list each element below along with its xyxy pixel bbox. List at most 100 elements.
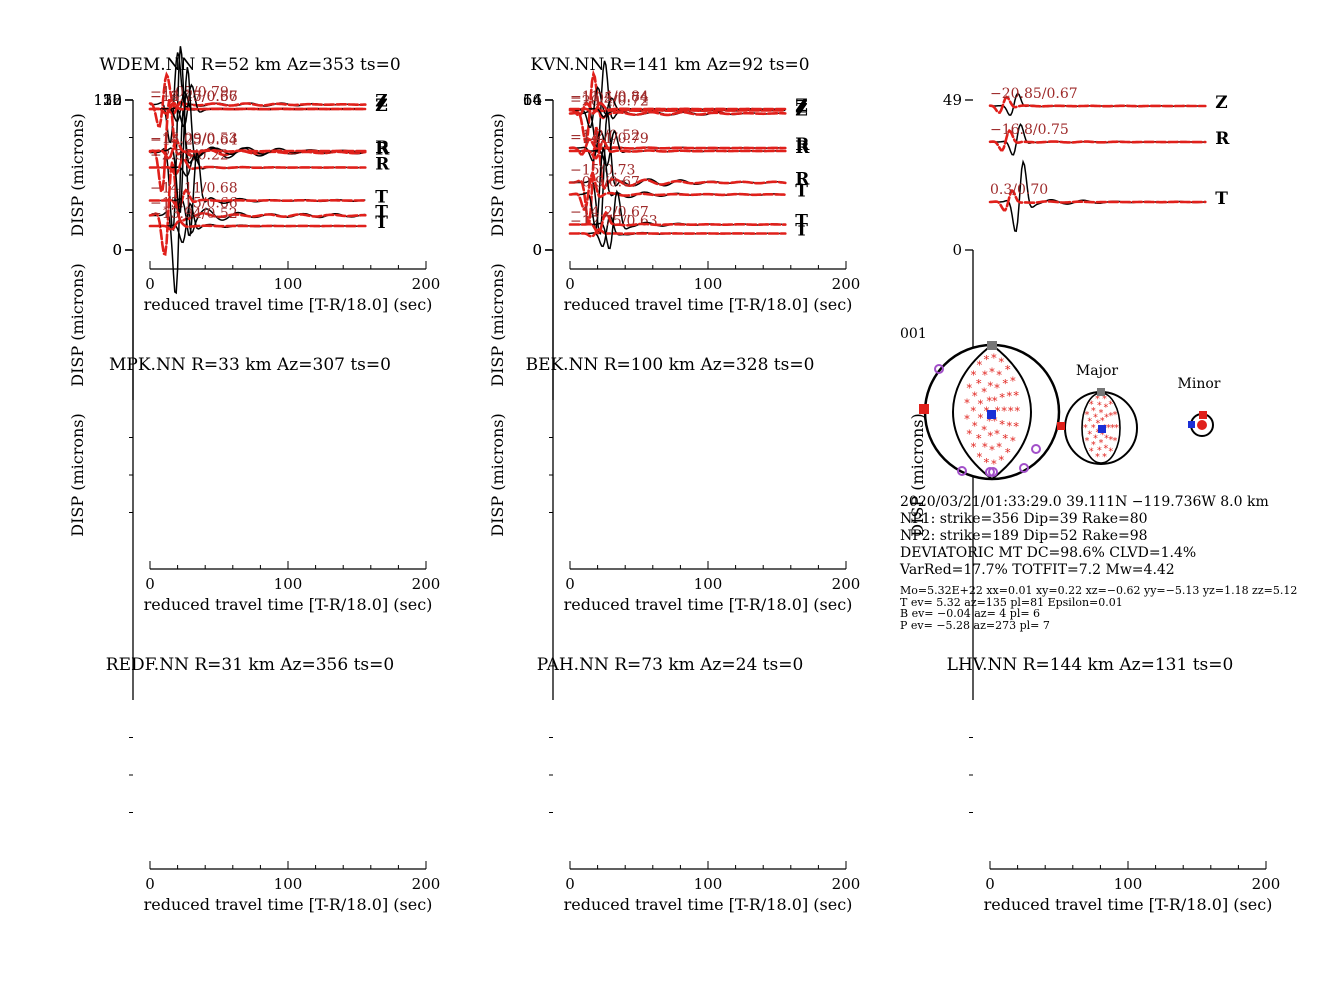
compression-star: * — [976, 433, 982, 446]
major-star: * — [1107, 424, 1112, 434]
event-origin: 2020/03/21/01:33:29.0 39.111N −119.736W … — [900, 494, 1269, 510]
compression-star: * — [977, 359, 983, 372]
component-label: Z — [795, 98, 807, 118]
y-tick-label: 64 — [523, 91, 542, 109]
compression-star: * — [981, 386, 987, 399]
trace-annotation: −14.45/0.67 — [150, 89, 238, 105]
synthetic-trace-r — [988, 128, 1207, 152]
component-label: Z — [375, 96, 387, 116]
major-star: * — [1104, 444, 1109, 454]
panel-wdem.nn: WDEM.NN R=52 km Az=353 ts=0 0 52 DISP (micr… — [68, 46, 440, 314]
trace-annotation: −14.1/0.79 — [570, 131, 649, 147]
major-star: * — [1104, 435, 1109, 445]
panel-title: REDF.NN R=31 km Az=356 ts=0 — [106, 655, 394, 675]
major-star: * — [1102, 453, 1107, 463]
compression-star: * — [988, 430, 994, 443]
x-tick-label: 0 — [985, 875, 995, 893]
major-star: * — [1083, 424, 1088, 434]
y-tick-label: 0 — [532, 241, 542, 259]
compression-star: * — [978, 398, 984, 411]
y-tick-label: 56 — [523, 91, 542, 109]
compression-star: * — [964, 413, 970, 426]
x-tick-label: 100 — [694, 575, 723, 593]
compression-star: * — [1001, 405, 1007, 418]
major-star: * — [1096, 428, 1101, 438]
fit-summary: VarRed=17.7% TOTFIT=7.2 Mw=4.42 — [900, 562, 1175, 578]
x-tick-label: 100 — [274, 875, 303, 893]
major-star: * — [1110, 424, 1115, 434]
y-axis-label: DISP (microns) — [68, 413, 87, 537]
major-star: * — [1108, 401, 1113, 411]
x-axis-label: reduced travel time [T-R/18.0] (sec) — [564, 895, 853, 914]
nodal-plane-1: NP1: strike=356 Dip=39 Rake=80 — [900, 511, 1148, 527]
compression-star: * — [994, 428, 1000, 441]
x-tick-label: 200 — [832, 875, 861, 893]
y-axis-label: DISP (microns) — [488, 263, 507, 387]
major-star: * — [1100, 417, 1105, 427]
major-star: * — [1089, 401, 1094, 411]
trace-annotation: −1.2/0.52 — [570, 128, 640, 144]
compression-star: * — [1008, 405, 1014, 418]
trace-annotation: −16.8/0.75 — [990, 122, 1069, 138]
minor-ball-fill — [1197, 420, 1207, 430]
compression-star: * — [998, 454, 1004, 467]
panel-pah.nn: PAH.NN R=73 km Az=24 ts=0 0 56 DISP (micron… — [488, 89, 860, 914]
b-axis-marker — [987, 341, 997, 350]
major-star: * — [1089, 447, 1094, 457]
x-tick-label: 200 — [412, 275, 441, 293]
trace-annotation: −20.85/0.67 — [990, 86, 1078, 102]
y-axis-label: DISP (microns) — [488, 113, 507, 237]
trace-annotation: −14.11/0.68 — [150, 181, 238, 197]
synthetic-trace-t — [148, 219, 367, 232]
compression-star: * — [995, 405, 1001, 418]
trace-annotation: −11.4/0.84 — [570, 89, 649, 105]
compression-star: * — [994, 382, 1000, 395]
compression-star: * — [1002, 377, 1008, 390]
x-tick-label: 0 — [145, 875, 155, 893]
event-info: 2020/03/21/01:33:29.0 39.111N −119.736W … — [900, 494, 1297, 631]
component-label: Z — [795, 96, 807, 116]
trace-annotation: −0.9/0.67 — [570, 175, 640, 191]
compression-star: * — [971, 369, 977, 382]
x-tick-label: 100 — [274, 575, 303, 593]
compression-star: * — [996, 369, 1002, 382]
major-star: * — [1091, 407, 1096, 417]
trace-annotation: −13.77/0.56 — [150, 89, 238, 105]
panel-redf.nn: REDF.NN R=31 km Az=356 ts=0 0 110 DISP (mic… — [68, 67, 440, 914]
major-star: * — [1093, 435, 1098, 445]
station-marker — [1031, 444, 1041, 454]
compression-star: * — [972, 390, 978, 403]
y-axis-label: DISP (microns) — [488, 413, 507, 537]
component-label: R — [795, 135, 810, 155]
component-label: T — [795, 221, 808, 241]
component-label: T — [375, 213, 388, 233]
component-label: R — [795, 138, 810, 158]
component-label: T — [795, 182, 808, 202]
compression-star: * — [981, 424, 987, 437]
compression-star: * — [1007, 420, 1013, 433]
x-tick-label: 0 — [565, 575, 575, 593]
major-star: * — [1093, 413, 1098, 423]
major-star: * — [1113, 437, 1118, 447]
major-star: * — [1100, 431, 1105, 441]
y-tick-label: 52 — [103, 91, 122, 109]
synthetic-trace-t — [988, 188, 1207, 212]
x-tick-label: 100 — [694, 875, 723, 893]
synthetic-trace-t — [148, 188, 367, 210]
major-star: * — [1091, 424, 1096, 434]
x-tick-label: 200 — [412, 875, 441, 893]
panel-title: LHV.NN R=144 km Az=131 ts=0 — [947, 655, 1234, 675]
compression-star: * — [971, 441, 977, 454]
panel-mpk.nn: MPK.NN R=33 km Az=307 ts=0 0 128 DISP (micr… — [68, 83, 440, 614]
compression-star: * — [966, 428, 972, 441]
y-tick-label: 14 — [523, 91, 542, 109]
major-star: * — [1104, 413, 1109, 423]
component-label: Z — [795, 101, 807, 121]
synthetic-trace-t — [568, 171, 787, 212]
minor-t-marker — [1188, 421, 1195, 428]
compression-star: * — [992, 395, 998, 408]
component-label: R — [375, 155, 390, 175]
x-axis-label: reduced travel time [T-R/18.0] (sec) — [144, 895, 433, 914]
x-tick-label: 0 — [145, 575, 155, 593]
